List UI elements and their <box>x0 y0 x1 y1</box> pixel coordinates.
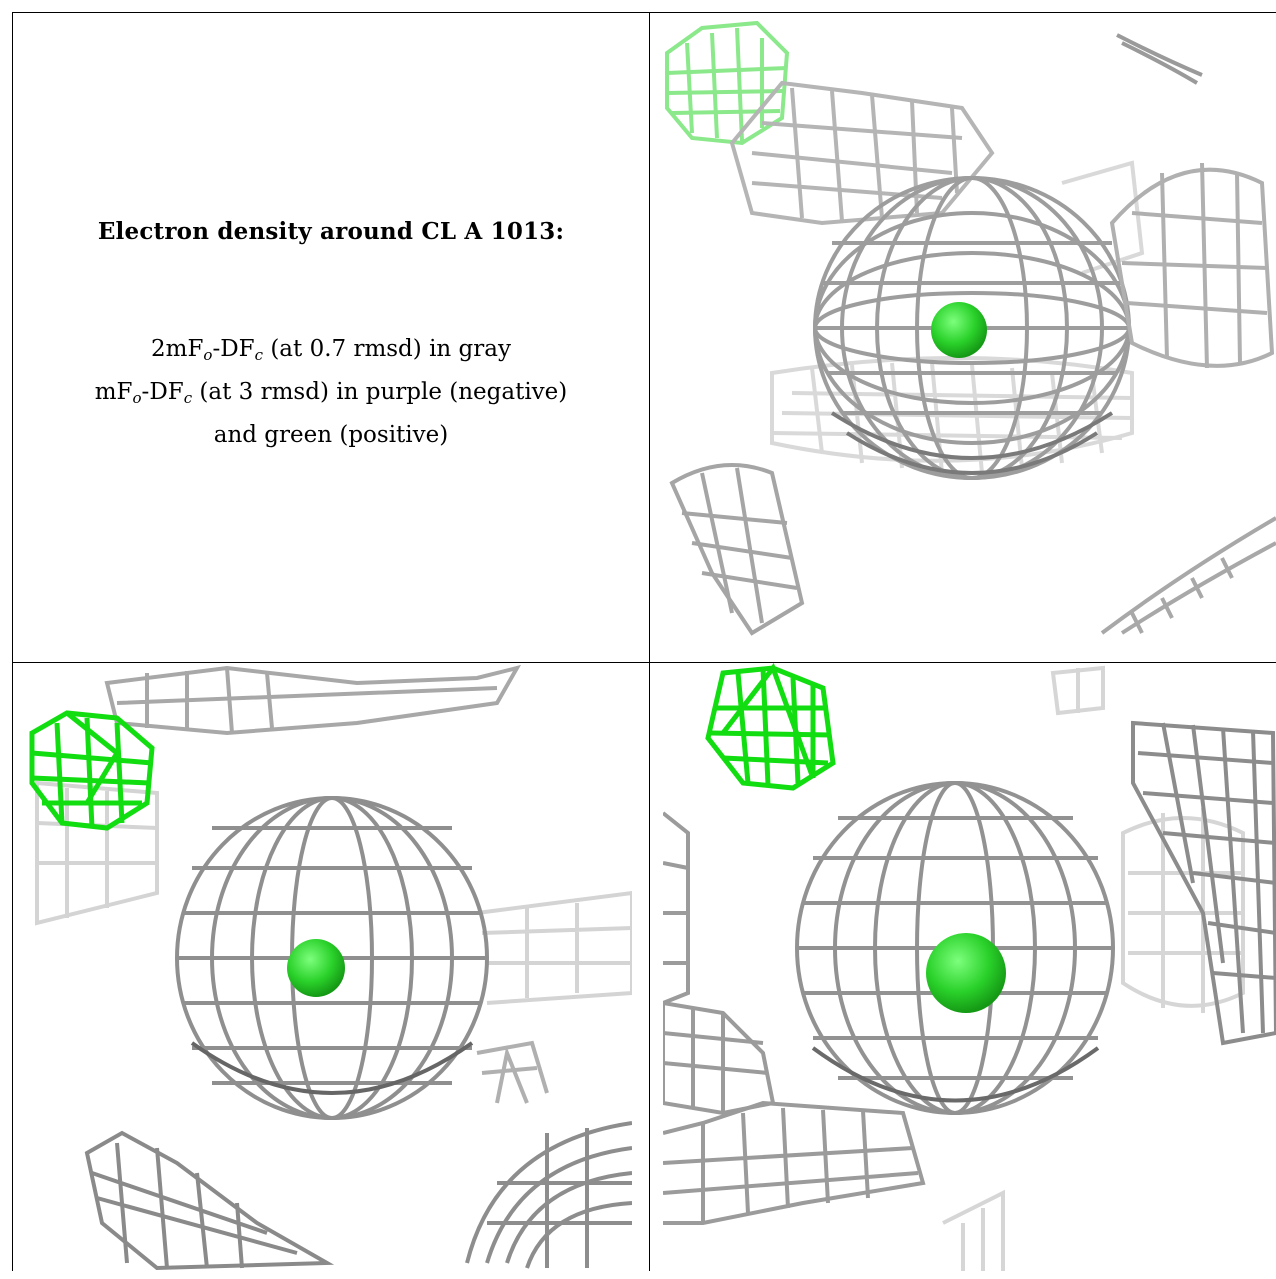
caption-line-3: and green (positive) <box>213 422 449 448</box>
density-panel-bottom-right <box>663 663 1276 1271</box>
table-divider-horizontal <box>12 662 1276 663</box>
table-divider-vertical <box>649 12 650 1271</box>
caption-title: Electron density around CL A 1013: <box>97 218 565 245</box>
figure-table <box>12 12 1276 1271</box>
caption-line-1: 2mFo-DFc (at 0.7 rmsd) in gray <box>151 336 511 364</box>
density-mesh-icon <box>665 20 1276 636</box>
density-mesh-icon <box>663 663 1276 1271</box>
caption-line-2: mFo-DFc (at 3 rmsd) in purple (negative) <box>94 379 568 407</box>
caption-cell: Electron density around CL A 1013: 2mFo-… <box>13 13 649 662</box>
density-panel-top-right <box>662 13 1276 636</box>
caption: Electron density around CL A 1013: 2mFo-… <box>13 13 649 662</box>
caption-legend: 2mFo-DFc (at 0.7 rmsd) in gray mFo-DFc (… <box>13 331 649 454</box>
density-panel-bottom-left <box>27 663 632 1271</box>
density-mesh-icon <box>29 664 632 1271</box>
